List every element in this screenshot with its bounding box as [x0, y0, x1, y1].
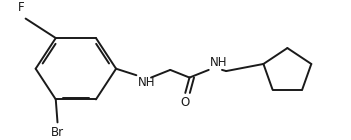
- Text: F: F: [18, 1, 24, 14]
- Text: Br: Br: [51, 126, 64, 139]
- Text: NH: NH: [210, 56, 227, 69]
- Text: O: O: [181, 96, 190, 109]
- Text: NH: NH: [137, 76, 155, 89]
